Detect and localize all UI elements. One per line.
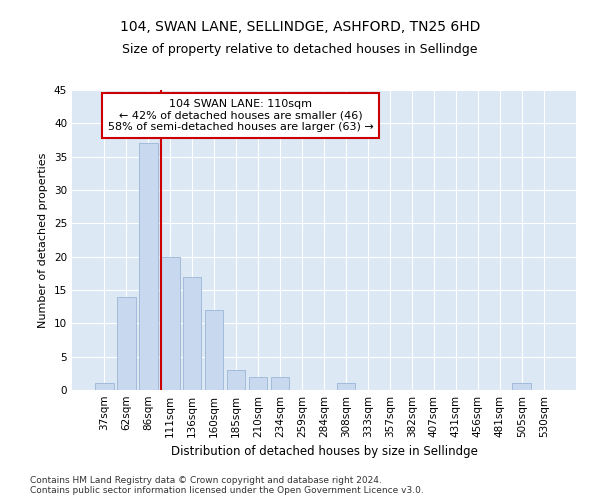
Bar <box>139 144 158 390</box>
Bar <box>161 256 179 390</box>
Bar <box>512 384 531 390</box>
Bar <box>183 276 202 390</box>
Text: Size of property relative to detached houses in Sellindge: Size of property relative to detached ho… <box>122 42 478 56</box>
Bar <box>205 310 223 390</box>
Bar <box>117 296 136 390</box>
Text: 104, SWAN LANE, SELLINDGE, ASHFORD, TN25 6HD: 104, SWAN LANE, SELLINDGE, ASHFORD, TN25… <box>120 20 480 34</box>
Bar <box>271 376 289 390</box>
Bar <box>337 384 355 390</box>
Bar <box>95 384 113 390</box>
Bar <box>249 376 268 390</box>
Bar <box>227 370 245 390</box>
Text: Contains HM Land Registry data © Crown copyright and database right 2024.
Contai: Contains HM Land Registry data © Crown c… <box>30 476 424 495</box>
Text: 104 SWAN LANE: 110sqm
← 42% of detached houses are smaller (46)
58% of semi-deta: 104 SWAN LANE: 110sqm ← 42% of detached … <box>108 99 374 132</box>
Y-axis label: Number of detached properties: Number of detached properties <box>38 152 49 328</box>
X-axis label: Distribution of detached houses by size in Sellindge: Distribution of detached houses by size … <box>170 446 478 458</box>
